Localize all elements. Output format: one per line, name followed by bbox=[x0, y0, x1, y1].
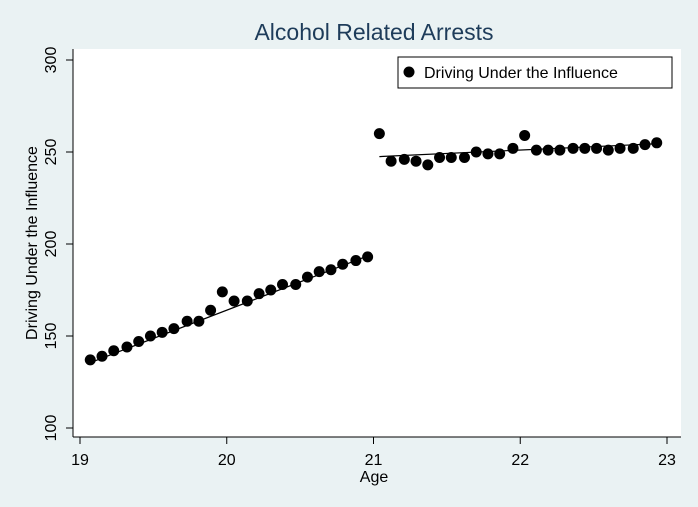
legend-box bbox=[397, 56, 673, 89]
data-point bbox=[301, 271, 313, 283]
data-point bbox=[84, 354, 96, 366]
y-tick-label: 100 bbox=[43, 415, 60, 442]
x-tick-label: 21 bbox=[365, 452, 383, 469]
y-tick-label: 200 bbox=[43, 231, 60, 258]
data-point bbox=[337, 258, 349, 270]
data-point bbox=[422, 159, 434, 171]
data-point bbox=[253, 288, 265, 300]
x-tick-label: 19 bbox=[71, 452, 89, 469]
data-point bbox=[241, 295, 253, 307]
data-point bbox=[579, 142, 591, 154]
legend-label: Driving Under the Influence bbox=[424, 65, 618, 82]
data-point bbox=[277, 278, 289, 290]
data-point bbox=[410, 155, 422, 167]
chart-title: Alcohol Related Arrests bbox=[254, 19, 493, 45]
data-point bbox=[639, 139, 651, 151]
data-point bbox=[228, 295, 240, 307]
data-point bbox=[591, 142, 603, 154]
data-point bbox=[108, 345, 120, 357]
data-point bbox=[614, 142, 626, 154]
y-axis-label: Driving Under the Influence bbox=[24, 146, 41, 340]
data-points bbox=[84, 128, 663, 366]
data-point bbox=[530, 144, 542, 156]
data-point bbox=[362, 251, 374, 263]
data-point bbox=[313, 266, 325, 278]
data-point bbox=[602, 144, 614, 156]
data-point bbox=[385, 155, 397, 167]
data-point bbox=[96, 350, 108, 362]
data-point bbox=[494, 148, 506, 160]
data-point bbox=[445, 152, 457, 164]
data-point bbox=[434, 152, 446, 164]
x-axis-label: Age bbox=[360, 469, 389, 486]
data-point bbox=[373, 128, 385, 140]
data-point bbox=[470, 146, 482, 158]
data-point bbox=[458, 152, 470, 164]
x-axis-ticks: 19 20 21 22 23 bbox=[71, 437, 676, 469]
data-point bbox=[193, 315, 205, 327]
data-point bbox=[482, 148, 494, 160]
data-point bbox=[542, 144, 554, 156]
data-point bbox=[627, 142, 639, 154]
data-point bbox=[554, 144, 566, 156]
x-tick-label: 20 bbox=[218, 452, 236, 469]
y-tick-label: 300 bbox=[43, 47, 60, 74]
data-point bbox=[507, 142, 519, 154]
data-point bbox=[651, 137, 663, 149]
y-tick-label: 150 bbox=[43, 323, 60, 350]
x-tick-label: 22 bbox=[511, 452, 529, 469]
data-point bbox=[133, 336, 145, 348]
data-point bbox=[398, 153, 410, 165]
data-point bbox=[216, 286, 228, 298]
data-point bbox=[205, 304, 217, 316]
data-point bbox=[121, 341, 133, 353]
data-point bbox=[325, 264, 337, 276]
legend: Driving Under the Influence bbox=[397, 56, 673, 89]
data-point bbox=[519, 129, 531, 141]
x-tick-label: 23 bbox=[658, 452, 676, 469]
data-point bbox=[350, 255, 362, 267]
y-tick-label: 250 bbox=[43, 139, 60, 166]
y-axis-ticks: 100 150 200 250 300 bbox=[43, 47, 73, 442]
plot-area bbox=[73, 49, 681, 437]
data-point bbox=[290, 278, 302, 290]
data-point bbox=[567, 142, 579, 154]
data-point bbox=[144, 330, 156, 342]
data-point bbox=[168, 323, 180, 335]
data-point bbox=[265, 284, 277, 296]
legend-marker bbox=[403, 66, 415, 78]
data-point bbox=[156, 326, 168, 338]
data-point bbox=[181, 315, 193, 327]
